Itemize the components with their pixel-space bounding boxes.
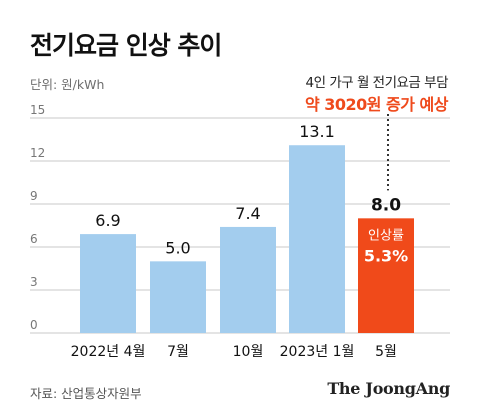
y-tick-label: 0 xyxy=(30,318,38,332)
x-tick-label: 10월 xyxy=(233,344,264,360)
x-tick-labels: 2022년 4월 7월 10월 2023년 1월 5월 xyxy=(71,344,397,360)
brand-logo: The JoongAng xyxy=(327,379,450,398)
x-tick-label: 5월 xyxy=(375,344,397,360)
bar xyxy=(289,145,345,333)
y-tick-label: 9 xyxy=(30,189,38,203)
y-tick-label: 3 xyxy=(30,275,38,289)
bar xyxy=(220,226,276,333)
value-label: 13.1 xyxy=(299,122,335,141)
value-label: 6.9 xyxy=(95,211,120,230)
bars xyxy=(80,145,414,333)
y-tick-label: 12 xyxy=(30,146,45,160)
bar xyxy=(358,218,414,333)
source-note: 자료: 산업통상자원부 xyxy=(30,386,142,401)
annotation-line1: 4인 가구 월 전기요금 부담 xyxy=(305,75,449,91)
x-tick-label: 2023년 1월 xyxy=(280,344,355,360)
x-tick-label: 2022년 4월 xyxy=(71,344,146,360)
highlight-inner-label: 인상률 xyxy=(368,228,404,243)
y-tick-labels: 0 3 6 9 12 15 xyxy=(30,103,45,332)
bar xyxy=(80,234,136,333)
value-labels: 6.9 5.0 7.4 13.1 8.0 xyxy=(95,122,401,257)
y-tick-label: 15 xyxy=(30,103,45,117)
y-tick-label: 6 xyxy=(30,232,38,246)
unit-label: 단위: 원/kWh xyxy=(30,77,105,92)
value-label: 5.0 xyxy=(165,238,190,257)
x-tick-label: 7월 xyxy=(167,344,189,360)
highlight-inner-value: 5.3% xyxy=(364,246,408,265)
callout: 인상률 5.3% xyxy=(364,114,408,265)
value-label: 7.4 xyxy=(235,204,260,223)
value-label: 8.0 xyxy=(371,195,401,215)
chart-title: 전기요금 인상 추이 xyxy=(30,31,222,60)
annotation-line2: 약 3020원 증가 예상 xyxy=(304,95,449,114)
bar xyxy=(150,261,206,333)
